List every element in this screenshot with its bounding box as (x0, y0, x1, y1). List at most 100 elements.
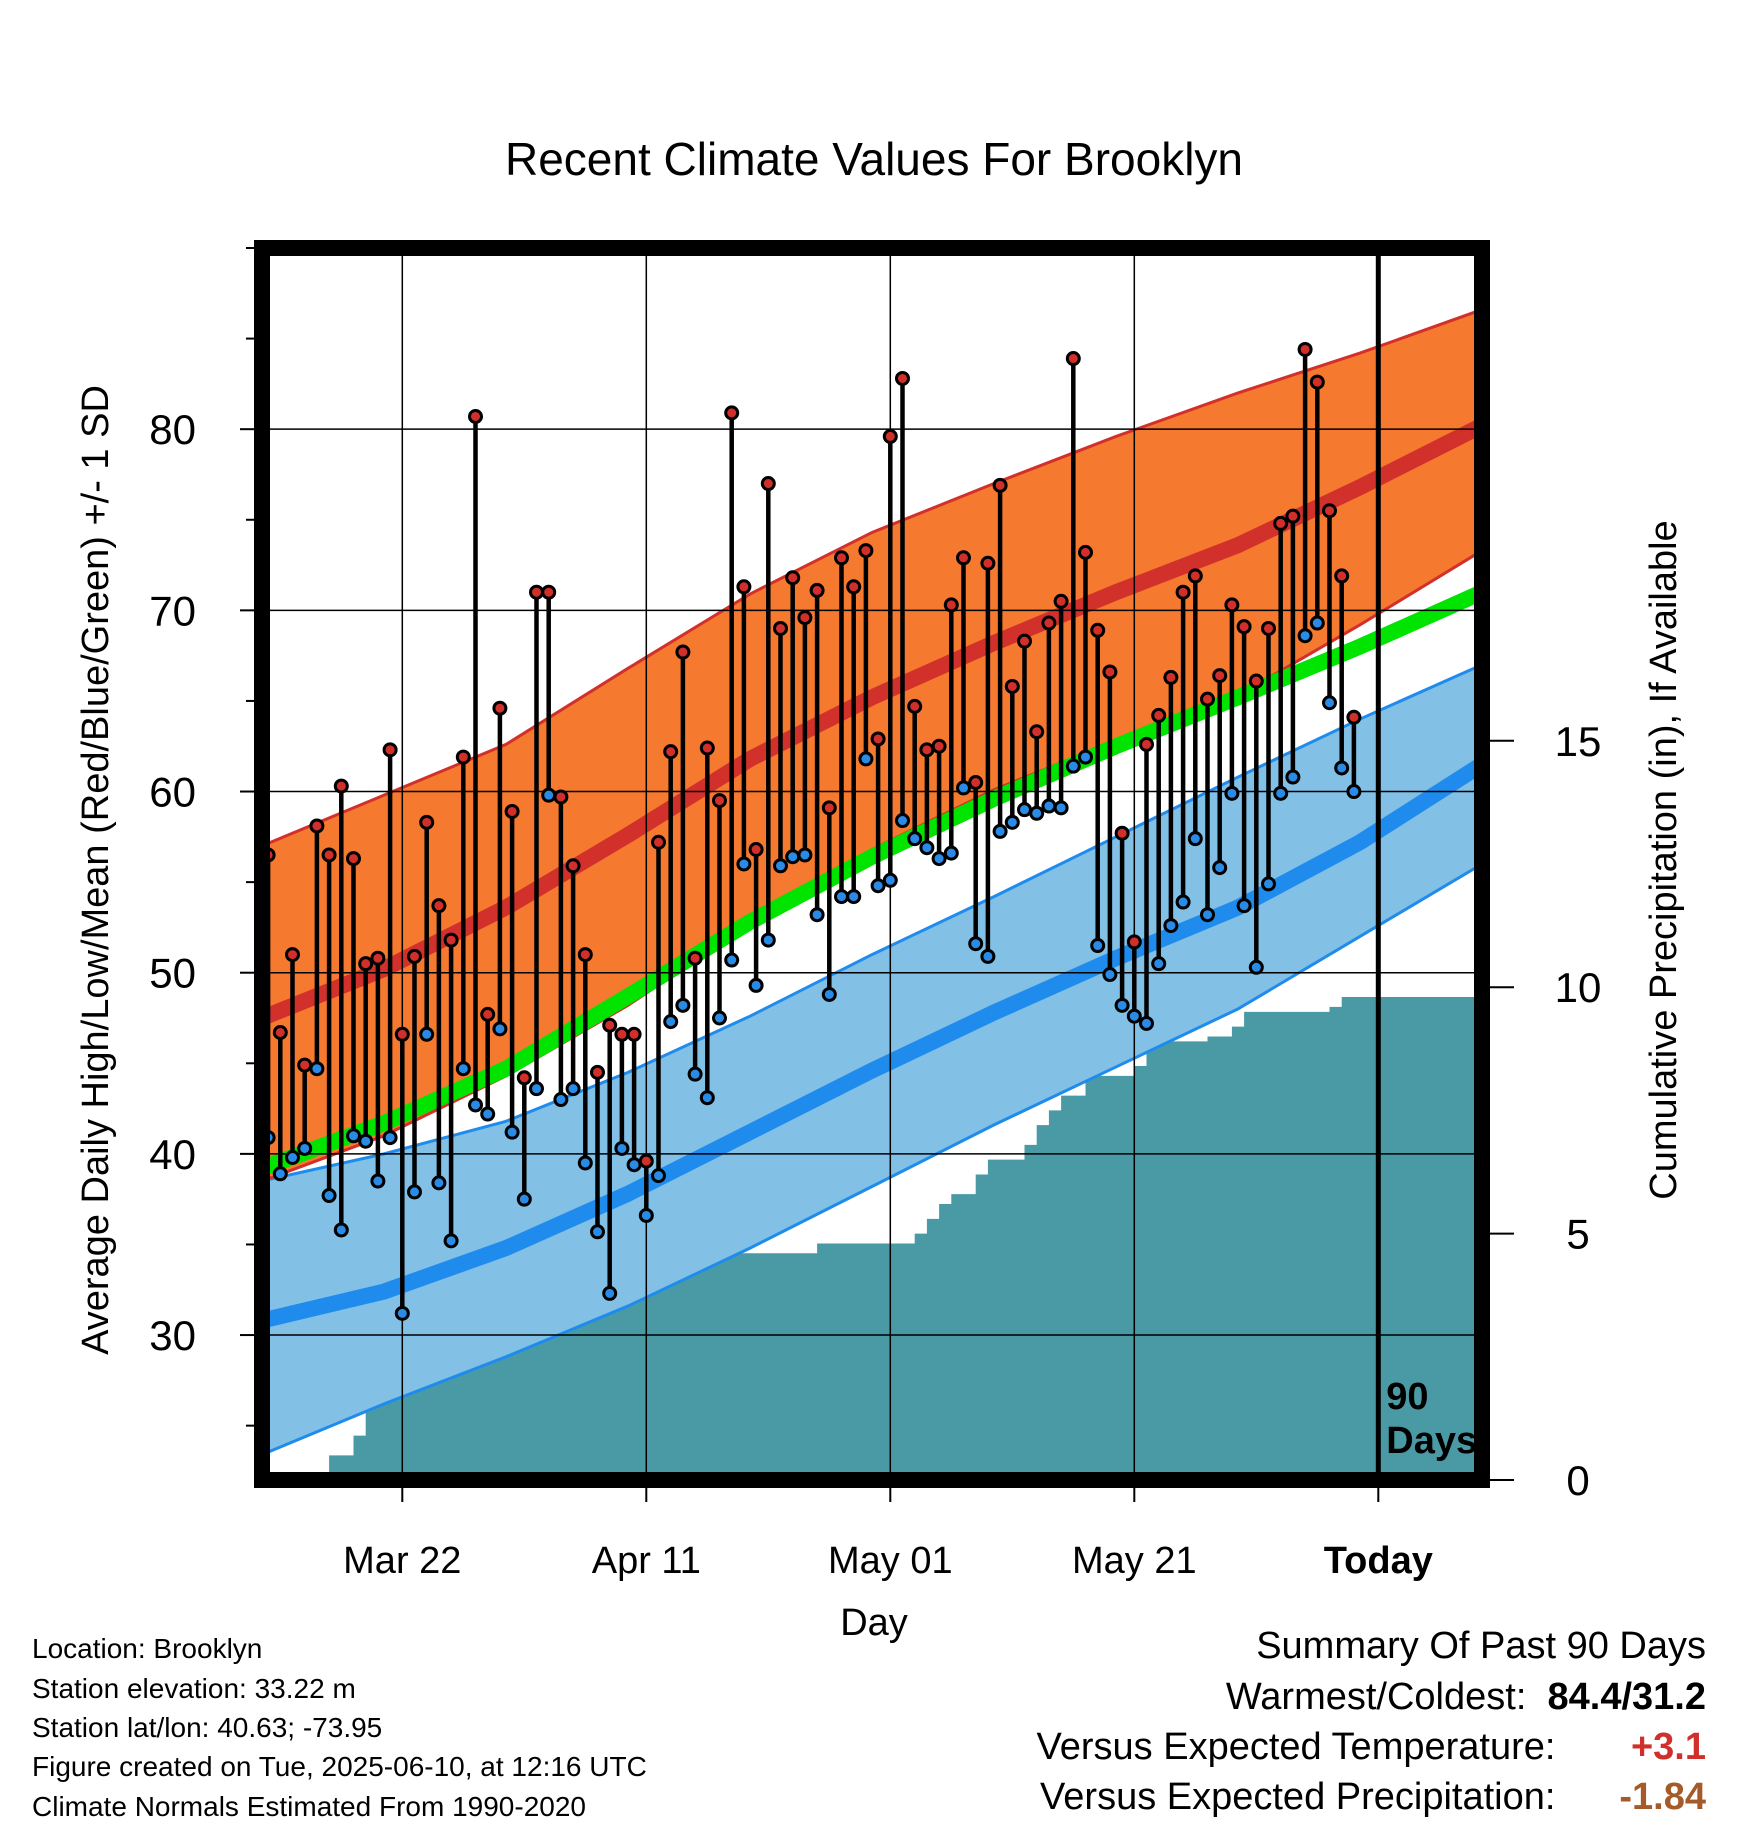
daily-temperature-dots (262, 341, 1362, 1321)
daily-low-dot (626, 1157, 642, 1173)
daily-high-dot (602, 1017, 618, 1033)
daily-low-dot (541, 787, 557, 803)
daily-high-dot (809, 582, 825, 598)
summary-temp: Versus Expected Temperature: +3.1 (1037, 1727, 1706, 1767)
warm-cold-value: 84.4/31.2 (1547, 1676, 1706, 1718)
low-normal-line (262, 757, 1482, 1329)
precip-value: -1.84 (1619, 1776, 1706, 1818)
daily-high-dot (1285, 508, 1301, 524)
precip-label: Versus Expected Precipitation: (1040, 1776, 1556, 1818)
daily-high-dot (1224, 597, 1240, 613)
daily-low-dot (943, 845, 959, 861)
daily-low-dot (663, 1014, 679, 1030)
daily-low-dot (431, 1175, 447, 1191)
daily-low-dot (1334, 760, 1350, 776)
daily-high-dot (407, 948, 422, 964)
daily-high-dot (516, 1070, 532, 1086)
daily-high-dot (956, 550, 971, 566)
daily-high-dot (1078, 544, 1093, 560)
daily-high-dot (297, 1057, 313, 1073)
daily-high-dot (724, 405, 740, 421)
daily-low-dot (346, 1128, 361, 1144)
daily-low-dot (1248, 959, 1264, 975)
axes: 30 40 50 60 70 80 0 5 10 15 Mar 22 Apr 11 May 01 May … (149, 247, 1601, 1582)
location-line: Location: Brooklyn (32, 1633, 263, 1664)
daily-low-dot (760, 932, 776, 948)
daily-high-dot (834, 550, 849, 566)
summary-precip: Versus Expected Precipitation: -1.84 (1040, 1777, 1706, 1817)
daily-low-dot (577, 1155, 593, 1171)
x-tick-label: Mar 22 (343, 1540, 461, 1582)
y-axis-label-right: Cumulative Precipitation (in), If Availa… (1643, 520, 1685, 1199)
daily-high-dot (614, 1026, 630, 1042)
daily-high-dot (736, 579, 752, 595)
daily-low-dot (1163, 918, 1179, 934)
daily-high-dot (419, 814, 435, 830)
daily-low-dot (724, 952, 740, 968)
y-axis-label-left: Average Daily High/Low/Mean (Red/Blue/Gr… (75, 385, 117, 1355)
daily-low-dot (1187, 831, 1203, 847)
daily-low-dot (419, 1026, 435, 1042)
y-left-tick-label: 70 (149, 587, 196, 634)
daily-high-dot (1114, 825, 1130, 841)
daily-low-dot (492, 1021, 508, 1037)
daily-low-dot (1236, 898, 1252, 914)
x-tick-label: May 21 (1072, 1540, 1197, 1582)
daily-high-dot (1139, 736, 1154, 752)
daily-low-dot (992, 823, 1008, 839)
daily-low-dot (736, 856, 752, 872)
daily-low-dot (321, 1188, 337, 1204)
daily-low-dot (651, 1168, 666, 1184)
daily-low-dot (504, 1124, 520, 1140)
daily-low-dot (797, 847, 813, 863)
daily-low-dot (1224, 785, 1240, 801)
daily-low-dot (1090, 938, 1106, 954)
daily-high-dot (529, 584, 544, 600)
daily-high-dot (1212, 668, 1228, 684)
daily-low-dot (455, 1061, 471, 1077)
daily-high-dot (394, 1026, 410, 1042)
daily-high-dot (968, 774, 984, 790)
y-left-tick-label: 30 (149, 1312, 196, 1359)
x-axis-label: Day (840, 1602, 908, 1644)
daily-high-dot (1102, 664, 1118, 680)
daily-low-dot (773, 858, 788, 874)
daily-low-dot (834, 889, 849, 905)
precipitation-area (329, 997, 1482, 1480)
daily-high-dot (760, 476, 776, 492)
daily-high-dot (541, 584, 557, 600)
daily-low-dot (407, 1184, 422, 1200)
today-days-count: 90 (1386, 1376, 1428, 1418)
daily-high-dot (699, 740, 715, 756)
x-tick-label: May 01 (828, 1540, 953, 1582)
y-right-tick-label: 5 (1566, 1211, 1589, 1258)
low-band-lower-edge (262, 862, 1482, 1457)
daily-high-dot (931, 738, 947, 754)
daily-high-dot (797, 610, 813, 626)
daily-low-dot (699, 1090, 715, 1106)
daily-high-dot (272, 1024, 288, 1040)
x-tick-label: Today (1324, 1540, 1433, 1582)
daily-high-dot (309, 818, 325, 834)
precipitation-fill (329, 997, 1482, 1480)
daily-low-dot (1053, 800, 1069, 816)
daily-low-dot (882, 872, 898, 888)
daily-high-dot (1261, 620, 1276, 636)
latlon-line: Station lat/lon: 40.63; -73.95 (32, 1712, 383, 1743)
daily-low-dot (272, 1166, 288, 1182)
summary-heading: Summary Of Past 90 Days (1256, 1625, 1706, 1667)
daily-low-dot (956, 780, 971, 796)
chart-title: Recent Climate Values For Brooklyn (505, 133, 1243, 185)
daily-low-dot (394, 1305, 410, 1321)
daily-high-dot (638, 1153, 654, 1169)
x-tick-label: Apr 11 (592, 1540, 701, 1582)
daily-high-dot (1322, 503, 1337, 519)
daily-low-dot (1114, 997, 1130, 1013)
daily-low-dot (370, 1173, 386, 1189)
daily-low-dot (285, 1150, 300, 1166)
high-band-fill (262, 309, 1482, 1182)
daily-high-dot (1053, 593, 1069, 609)
low-normal-line-path (262, 757, 1482, 1329)
daily-high-dot (346, 851, 361, 867)
